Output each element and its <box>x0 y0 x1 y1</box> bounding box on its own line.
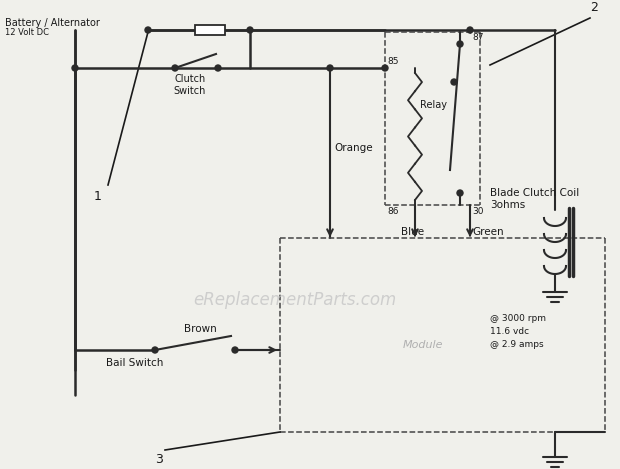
Bar <box>195 25 225 35</box>
Circle shape <box>232 347 238 353</box>
Text: Bail Switch: Bail Switch <box>106 358 164 368</box>
Circle shape <box>382 65 388 71</box>
Text: 12 Volt DC: 12 Volt DC <box>5 28 49 37</box>
Text: @ 2.9 amps: @ 2.9 amps <box>490 340 544 349</box>
Text: Orange: Orange <box>334 143 373 153</box>
Circle shape <box>451 79 457 85</box>
Circle shape <box>145 27 151 33</box>
Text: @ 3000 rpm: @ 3000 rpm <box>490 314 546 323</box>
Circle shape <box>247 27 253 33</box>
Circle shape <box>327 65 333 71</box>
Text: Green: Green <box>472 227 503 237</box>
Text: Clutch
Switch: Clutch Switch <box>174 74 206 96</box>
Text: 2: 2 <box>590 1 598 14</box>
Text: Relay: Relay <box>420 100 447 110</box>
Text: eReplacementParts.com: eReplacementParts.com <box>193 291 397 309</box>
Circle shape <box>152 347 158 353</box>
Text: Battery / Alternator: Battery / Alternator <box>5 18 100 28</box>
Text: 87: 87 <box>472 33 484 42</box>
Circle shape <box>457 41 463 47</box>
Text: 85: 85 <box>387 57 399 66</box>
Circle shape <box>467 27 473 33</box>
Text: 86: 86 <box>387 207 399 216</box>
Text: Blade Clutch Coil
3ohms: Blade Clutch Coil 3ohms <box>490 188 579 210</box>
Text: Blue: Blue <box>401 227 425 237</box>
Text: 1: 1 <box>94 190 102 203</box>
Text: 11.6 vdc: 11.6 vdc <box>490 327 529 336</box>
Circle shape <box>457 190 463 196</box>
Circle shape <box>172 65 178 71</box>
Text: 3: 3 <box>155 453 163 466</box>
Text: Brown: Brown <box>184 324 216 334</box>
Text: 30: 30 <box>472 207 484 216</box>
Circle shape <box>72 65 78 71</box>
Text: Module: Module <box>402 340 443 350</box>
Circle shape <box>215 65 221 71</box>
